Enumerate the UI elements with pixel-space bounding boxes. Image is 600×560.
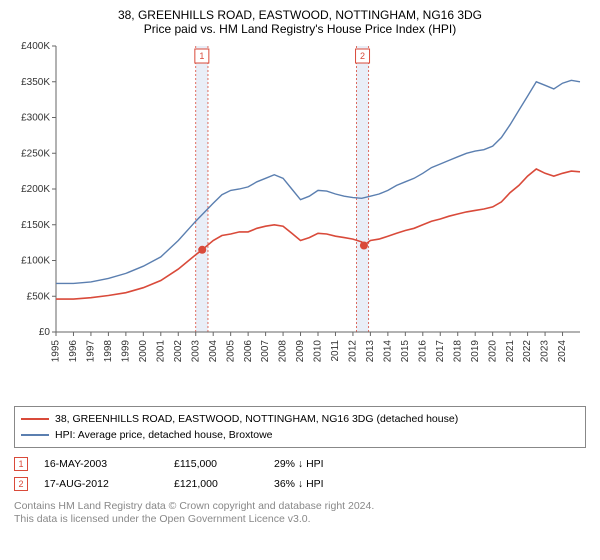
marker-diff: 36% ↓ HPI bbox=[274, 478, 394, 490]
svg-text:2016: 2016 bbox=[417, 340, 428, 363]
svg-text:1: 1 bbox=[199, 51, 204, 61]
svg-text:£400K: £400K bbox=[21, 41, 50, 52]
svg-text:2015: 2015 bbox=[400, 340, 411, 363]
svg-text:1999: 1999 bbox=[121, 340, 132, 363]
svg-text:2014: 2014 bbox=[383, 340, 394, 363]
title-block: 38, GREENHILLS ROAD, EASTWOOD, NOTTINGHA… bbox=[14, 8, 586, 36]
svg-text:2012: 2012 bbox=[348, 340, 359, 363]
legend-label: HPI: Average price, detached house, Brox… bbox=[55, 429, 273, 441]
chart-container: 38, GREENHILLS ROAD, EASTWOOD, NOTTINGHA… bbox=[0, 0, 600, 532]
legend-label: 38, GREENHILLS ROAD, EASTWOOD, NOTTINGHA… bbox=[55, 413, 458, 425]
footer-attribution: Contains HM Land Registry data © Crown c… bbox=[14, 500, 586, 526]
svg-text:£50K: £50K bbox=[27, 291, 51, 302]
svg-text:£350K: £350K bbox=[21, 77, 50, 88]
legend-swatch bbox=[21, 434, 49, 436]
chart-area: £0 £50K £100K £150K £200K £250K £300K £350K £400… bbox=[14, 40, 586, 400]
svg-text:2024: 2024 bbox=[557, 340, 568, 363]
legend-box: 38, GREENHILLS ROAD, EASTWOOD, NOTTINGHA… bbox=[14, 406, 586, 448]
markers-table: 1 16-MAY-2003£115,00029% ↓ HPI 2 17-AUG-201… bbox=[14, 454, 586, 494]
marker-price: £121,000 bbox=[174, 478, 274, 490]
svg-text:2010: 2010 bbox=[313, 340, 324, 363]
svg-text:2011: 2011 bbox=[330, 340, 341, 362]
marker-number-box: 1 bbox=[14, 457, 28, 471]
svg-text:£0: £0 bbox=[39, 327, 51, 338]
marker-number-box: 2 bbox=[14, 477, 28, 491]
svg-text:2002: 2002 bbox=[173, 340, 184, 363]
legend-row: HPI: Average price, detached house, Brox… bbox=[21, 427, 579, 443]
svg-text:£100K: £100K bbox=[21, 256, 50, 267]
marker-price: £115,000 bbox=[174, 458, 274, 470]
svg-text:2023: 2023 bbox=[540, 340, 551, 363]
svg-text:£150K: £150K bbox=[21, 220, 50, 231]
marker-row: 2 17-AUG-2012£121,00036% ↓ HPI bbox=[14, 474, 586, 494]
svg-text:£250K: £250K bbox=[21, 148, 50, 159]
svg-text:2006: 2006 bbox=[243, 340, 254, 363]
svg-text:2005: 2005 bbox=[225, 340, 236, 363]
svg-text:2001: 2001 bbox=[155, 340, 166, 363]
legend-swatch bbox=[21, 418, 49, 420]
svg-text:2018: 2018 bbox=[452, 340, 463, 363]
svg-text:2013: 2013 bbox=[365, 340, 376, 363]
line-chart-svg: £0 £50K £100K £150K £200K £250K £300K £350K £400… bbox=[14, 40, 586, 400]
svg-text:2020: 2020 bbox=[487, 340, 498, 363]
svg-text:2019: 2019 bbox=[470, 340, 481, 363]
marker-date: 17-AUG-2012 bbox=[44, 478, 174, 490]
svg-text:£200K: £200K bbox=[21, 184, 50, 195]
svg-text:1995: 1995 bbox=[51, 340, 62, 363]
svg-text:2008: 2008 bbox=[278, 340, 289, 363]
svg-text:£300K: £300K bbox=[21, 113, 50, 124]
svg-text:2022: 2022 bbox=[522, 340, 533, 363]
chart-subtitle: Price paid vs. HM Land Registry's House … bbox=[14, 22, 586, 36]
footer-line: This data is licensed under the Open Gov… bbox=[14, 513, 586, 526]
marker-row: 1 16-MAY-2003£115,00029% ↓ HPI bbox=[14, 454, 586, 474]
svg-text:2009: 2009 bbox=[295, 340, 306, 363]
svg-text:2003: 2003 bbox=[190, 340, 201, 363]
svg-text:1998: 1998 bbox=[103, 340, 114, 363]
svg-text:2000: 2000 bbox=[138, 340, 149, 363]
svg-text:1997: 1997 bbox=[86, 340, 97, 363]
footer-line: Contains HM Land Registry data © Crown c… bbox=[14, 500, 586, 513]
svg-text:2: 2 bbox=[360, 51, 365, 61]
svg-text:1996: 1996 bbox=[68, 340, 79, 363]
svg-text:2007: 2007 bbox=[260, 340, 271, 363]
svg-text:2021: 2021 bbox=[505, 340, 516, 363]
marker-date: 16-MAY-2003 bbox=[44, 458, 174, 470]
svg-text:2017: 2017 bbox=[435, 340, 446, 363]
svg-text:2004: 2004 bbox=[208, 340, 219, 363]
legend-row: 38, GREENHILLS ROAD, EASTWOOD, NOTTINGHA… bbox=[21, 411, 579, 427]
marker-diff: 29% ↓ HPI bbox=[274, 458, 394, 470]
chart-title: 38, GREENHILLS ROAD, EASTWOOD, NOTTINGHA… bbox=[14, 8, 586, 22]
